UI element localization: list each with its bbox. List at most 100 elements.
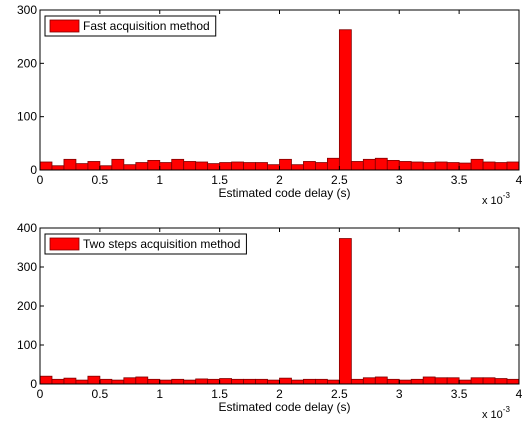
legend-swatch	[49, 19, 80, 33]
bar	[87, 375, 101, 385]
legend-box	[44, 15, 217, 37]
x-axis-label: Estimated code delay (s)	[218, 400, 350, 414]
bar	[207, 378, 221, 385]
bar	[362, 158, 376, 171]
bar	[231, 161, 244, 171]
bar	[195, 378, 209, 385]
bar	[147, 378, 161, 385]
bar	[99, 165, 113, 171]
bar	[338, 29, 352, 171]
bar	[326, 157, 340, 171]
bar	[434, 161, 448, 171]
bar	[183, 379, 197, 385]
bar	[374, 376, 388, 385]
x-tick-label: 4	[516, 387, 523, 401]
x-tick-label: 0	[37, 173, 44, 187]
x-multiplier-base: x 10	[482, 409, 503, 421]
bar	[135, 376, 149, 385]
bar	[446, 377, 460, 385]
chart-panel-1: 0 0.5 1 1.5 2 2.5 3 3.5 4 0 100 200 300 Estimated cod…	[17, 3, 523, 207]
bar	[422, 162, 436, 171]
x-tick-label: 0	[37, 387, 44, 401]
legend-label: Two steps acquisition method	[83, 237, 240, 251]
bar	[51, 378, 65, 385]
x-axis-label: Estimated code delay (s)	[218, 186, 350, 200]
bar	[315, 378, 328, 385]
bar	[111, 158, 125, 171]
bar	[279, 377, 292, 385]
bar	[279, 158, 292, 171]
bar	[75, 163, 89, 171]
bar	[315, 162, 328, 171]
x-tick-label: 2.5	[331, 173, 348, 187]
bar	[350, 378, 364, 385]
bar	[147, 159, 161, 171]
y-tick-label: 100	[17, 110, 37, 124]
bar	[446, 162, 460, 171]
bar	[219, 162, 233, 171]
legend-label: Fast acquisition method	[83, 19, 210, 33]
x-tick-label: 1.5	[211, 173, 228, 187]
bar	[231, 378, 244, 385]
bar	[506, 378, 520, 385]
bar	[482, 161, 496, 171]
bar	[362, 377, 376, 385]
bar	[159, 162, 173, 171]
x-tick-label: 1	[156, 387, 163, 401]
x-tick-label: 3	[396, 387, 403, 401]
bar	[291, 379, 304, 385]
legend-swatch	[49, 237, 80, 251]
bar	[410, 378, 424, 385]
x-tick-label: 1.5	[211, 387, 228, 401]
bar	[470, 377, 484, 385]
x-tick-label: 3	[396, 173, 403, 187]
bar	[374, 157, 388, 171]
bar	[267, 379, 280, 385]
bar	[195, 161, 209, 171]
bar	[386, 159, 400, 171]
x-tick-label: 4	[516, 173, 523, 187]
bar	[51, 165, 65, 171]
y-tick-label: 0	[30, 163, 37, 177]
bar	[219, 378, 233, 385]
x-multiplier: x 10-3	[482, 405, 510, 421]
bar	[458, 379, 472, 385]
bar	[398, 161, 412, 171]
x-tick-label: 2	[276, 173, 283, 187]
bar	[75, 379, 89, 385]
bar	[159, 379, 173, 385]
bar	[63, 158, 77, 171]
bar	[386, 378, 400, 385]
bar	[482, 377, 496, 385]
x-multiplier-exponent: -3	[503, 191, 511, 200]
bar	[410, 161, 424, 171]
x-tick-label: 0.5	[92, 173, 109, 187]
legend: Two steps acquisition method	[44, 233, 247, 255]
legend-box	[44, 233, 247, 255]
bar	[422, 376, 436, 385]
bar	[494, 378, 508, 385]
x-multiplier-base: x 10	[482, 195, 503, 207]
bar	[87, 161, 101, 171]
bar	[39, 375, 53, 385]
y-tick-label: 400	[17, 221, 37, 235]
bar	[207, 163, 221, 171]
y-tick-label: 200	[17, 299, 37, 313]
bar	[243, 162, 256, 171]
x-multiplier-exponent: -3	[503, 405, 511, 414]
chart-panel-2: 0 0.5 1 1.5 2 2.5 3 3.5 4 0 100 200 300 400 Estimated …	[17, 221, 523, 421]
bar	[267, 164, 280, 171]
x-tick-label: 2.5	[331, 387, 348, 401]
bar	[123, 164, 137, 171]
bar	[171, 378, 185, 385]
bar	[39, 161, 53, 171]
y-tick-label: 0	[30, 377, 37, 391]
bar	[123, 377, 137, 385]
x-tick-label: 1	[156, 173, 163, 187]
bar	[303, 161, 316, 171]
x-multiplier: x 10-3	[482, 191, 510, 207]
bar	[494, 162, 508, 171]
y-tick-label: 300	[17, 3, 37, 17]
bar	[291, 164, 304, 171]
